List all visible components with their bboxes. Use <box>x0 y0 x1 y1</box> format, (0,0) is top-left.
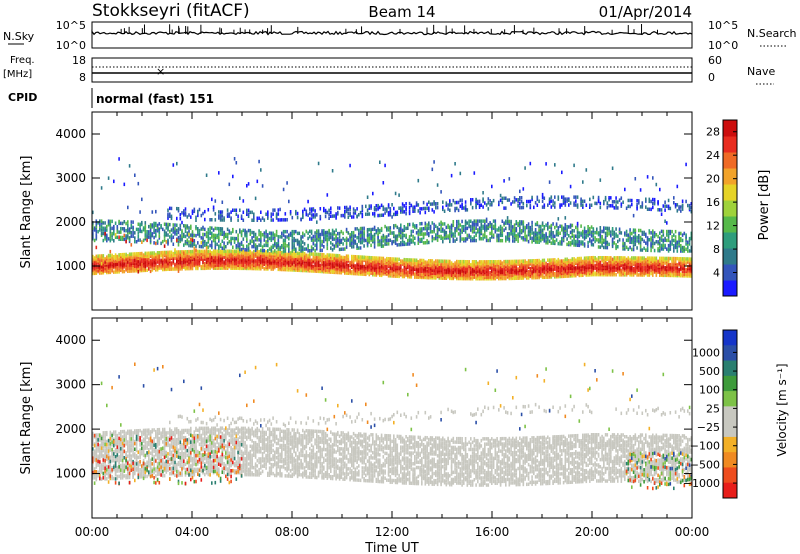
nave-tick-low: 0 <box>708 71 715 84</box>
power-heatmap <box>92 157 693 281</box>
freq-label: Freq. <box>10 55 35 66</box>
velocity-cbar-segment <box>723 452 737 468</box>
x-tick-label: 04:00 <box>175 525 210 539</box>
velocity-ylabel: Slant Range [km] <box>19 362 34 475</box>
power-cbar-segment <box>723 136 737 153</box>
freq-tick-high: 18 <box>72 54 86 67</box>
velocity-cbar-tick: −25 <box>697 421 720 434</box>
cpid-label: CPID <box>8 91 37 104</box>
velocity-cbar-segment <box>723 436 737 453</box>
x-tick-label: 00:00 <box>75 525 110 539</box>
nsky-label: N.Sky <box>3 30 35 43</box>
power-colorbar: 4 8 12 16 20 24 28 <box>706 119 738 297</box>
x-tick-label: 16:00 <box>475 525 510 539</box>
power-cbar-tick: 12 <box>706 220 720 233</box>
x-axis-ticks: 00:00 04:00 08:00 12:00 16:00 20:00 00:00 <box>75 525 710 539</box>
beam-title: Beam 14 <box>368 3 435 21</box>
velocity-cbar-segment <box>723 345 737 362</box>
power-cbar-segment <box>723 152 737 169</box>
y-tick-label: 1000 <box>55 467 86 481</box>
velocity-cbar-tick: −500 <box>690 458 720 471</box>
y-tick-label: 4000 <box>55 127 86 141</box>
power-cbar-segment <box>723 232 737 249</box>
velocity-cbar-segment <box>723 482 737 499</box>
power-cbar-segment <box>723 184 737 201</box>
station-title: Stokkseyri (fitACF) <box>92 1 250 21</box>
velocity-heatmap <box>92 362 693 491</box>
velocity-colorbar: 1000 500 100 25 −25 −100 −500 −1000 <box>683 329 738 499</box>
cpid-value: normal (fast) 151 <box>96 92 214 106</box>
velocity-cbar-label: Velocity [m s⁻¹] <box>775 363 789 456</box>
velocity-cbar-tick: 1000 <box>692 346 720 359</box>
power-cbar-segment <box>723 248 737 265</box>
y-tick-label: 2000 <box>55 215 86 229</box>
power-cbar-label: Power [dB] <box>757 170 772 241</box>
y-tick-label: 4000 <box>55 333 86 347</box>
power-cbar-segment <box>723 200 737 217</box>
y-tick-label: 2000 <box>55 422 86 436</box>
velocity-cbar-segment <box>723 330 737 346</box>
power-panel-frame <box>91 111 693 311</box>
power-cbar-segment <box>723 120 737 137</box>
power-cbar-segment <box>723 264 737 281</box>
velocity-cbar-tick: −100 <box>690 440 720 453</box>
freq-strip <box>91 57 693 83</box>
velocity-axes: 1000 2000 3000 4000 <box>55 318 693 518</box>
nsearch-tick-low: 10^0 <box>708 39 738 52</box>
y-tick-label: 3000 <box>55 378 86 392</box>
velocity-cbar-segment <box>723 391 737 407</box>
x-axis-label: Time UT <box>364 541 418 554</box>
power-cbar-tick: 4 <box>713 267 720 280</box>
x-tick-label: 20:00 <box>575 525 610 539</box>
power-cbar-tick: 16 <box>706 196 720 209</box>
freq-tick-low: 8 <box>79 71 86 84</box>
velocity-cbar-tick: 25 <box>706 402 720 415</box>
nave-label: Nave <box>747 65 775 78</box>
velocity-cbar-segment <box>723 360 737 377</box>
velocity-cbar-tick: −1000 <box>683 477 720 490</box>
y-tick-label: 1000 <box>55 259 86 273</box>
nsky-strip <box>91 21 693 49</box>
x-tick-label: 00:00 <box>675 525 710 539</box>
velocity-cbar-segment <box>723 421 737 438</box>
nsky-tick-high: 10^5 <box>56 19 86 32</box>
power-axes: 1000 2000 3000 4000 <box>55 112 693 310</box>
nsearch-tick-high: 10^5 <box>708 19 738 32</box>
nsearch-label: N.Search <box>747 27 797 40</box>
power-cbar-segment <box>723 280 737 297</box>
power-cbar-segment <box>723 168 737 185</box>
power-cbar-tick: 28 <box>706 126 720 139</box>
x-tick-label: 12:00 <box>375 525 410 539</box>
velocity-cbar-segment <box>723 406 737 423</box>
date-title: 01/Apr/2014 <box>599 3 692 21</box>
power-cbar-tick: 8 <box>713 243 720 256</box>
velocity-cbar-segment <box>723 375 737 392</box>
y-tick-label: 3000 <box>55 171 86 185</box>
power-cbar-tick: 20 <box>706 173 720 186</box>
nave-tick-high: 60 <box>708 54 722 67</box>
nsky-trace <box>91 24 693 36</box>
x-tick-label: 08:00 <box>275 525 310 539</box>
nsky-tick-low: 10^0 <box>56 39 86 52</box>
velocity-cbar-segment <box>723 467 737 484</box>
power-cbar-segment <box>723 216 737 233</box>
velocity-cbar-tick: 100 <box>699 384 720 397</box>
freq-marker: × <box>156 65 165 78</box>
freq-unit: [MHz] <box>3 69 32 80</box>
velocity-cbar-tick: 500 <box>699 365 720 378</box>
power-cbar-tick: 24 <box>706 149 720 162</box>
power-ylabel: Slant Range [km] <box>19 156 34 269</box>
